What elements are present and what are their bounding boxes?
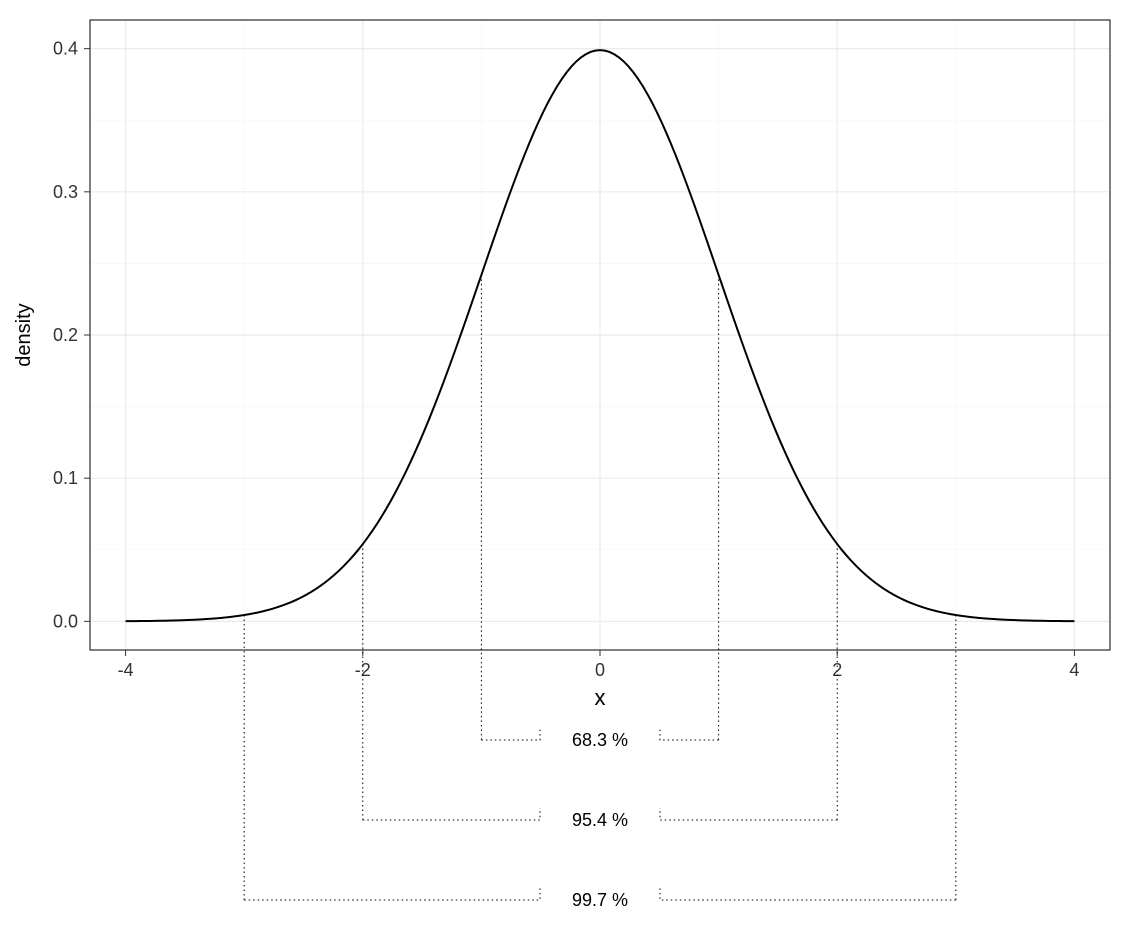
x-axis-ticks: -4 -2 0 2 4 — [118, 650, 1080, 680]
bracket-right — [660, 888, 956, 900]
y-axis-label: density — [13, 303, 35, 366]
bracket-label: 99.7 % — [572, 890, 628, 910]
x-tick-label: 0 — [595, 660, 605, 680]
bracket-left — [244, 888, 540, 900]
y-tick-label: 0.4 — [53, 39, 78, 59]
x-tick-label: -2 — [355, 660, 371, 680]
density-chart: -4 -2 0 2 4 x 0.0 0.1 0.2 0.3 0.4 density 68.3 % 95.4… — [0, 0, 1140, 930]
x-axis-label: x — [595, 685, 606, 710]
bracket-left — [363, 808, 540, 820]
y-tick-label: 0.0 — [53, 611, 78, 631]
chart-svg: -4 -2 0 2 4 x 0.0 0.1 0.2 0.3 0.4 density 68.3 % 95.4… — [0, 0, 1140, 930]
bracket-right — [660, 808, 837, 820]
x-tick-label: 4 — [1069, 660, 1079, 680]
x-tick-label: 2 — [832, 660, 842, 680]
sigma-brackets: 68.3 % 95.4 % 99.7 % — [244, 728, 956, 910]
y-axis-ticks: 0.0 0.1 0.2 0.3 0.4 — [53, 39, 90, 632]
y-tick-label: 0.2 — [53, 325, 78, 345]
bracket-right — [660, 728, 719, 740]
bracket-left — [481, 728, 540, 740]
bracket-label: 68.3 % — [572, 730, 628, 750]
y-tick-label: 0.1 — [53, 468, 78, 488]
bracket-label: 95.4 % — [572, 810, 628, 830]
y-tick-label: 0.3 — [53, 182, 78, 202]
x-tick-label: -4 — [118, 660, 134, 680]
